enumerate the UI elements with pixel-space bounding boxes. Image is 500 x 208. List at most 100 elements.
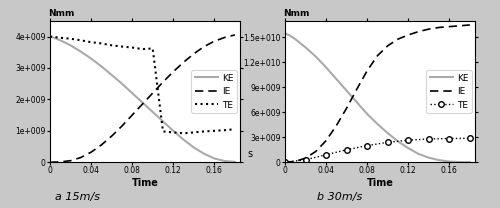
IE [140, 103, 145, 105]
Line: TE: TE [282, 135, 472, 165]
TE [108, 44, 114, 47]
Legend: KE, IE, TE: KE, IE, TE [426, 70, 472, 113]
IE [222, 36, 228, 39]
TE [302, 158, 308, 161]
IE [47, 161, 53, 163]
KE [292, 38, 298, 40]
TE [119, 45, 125, 48]
KE [302, 46, 308, 49]
KE [344, 89, 349, 92]
KE [323, 66, 329, 69]
IE [416, 30, 422, 33]
IE [232, 34, 238, 36]
IE [364, 69, 370, 72]
IE [302, 157, 308, 159]
IE [426, 28, 432, 30]
KE [170, 130, 176, 132]
KE [78, 50, 84, 53]
KE [58, 39, 64, 42]
TE [282, 161, 288, 163]
KE [395, 140, 401, 143]
KE [201, 152, 207, 155]
TE [201, 130, 207, 133]
TE [180, 132, 186, 135]
Line: TE: TE [50, 37, 235, 133]
Line: IE: IE [285, 25, 470, 162]
IE [344, 107, 349, 109]
TE [160, 130, 166, 133]
IE [170, 71, 176, 73]
KE [313, 55, 319, 58]
KE [191, 146, 197, 149]
IE [436, 26, 442, 29]
KE [232, 161, 238, 163]
IE [88, 151, 94, 154]
IE [150, 92, 156, 94]
IE [282, 161, 288, 163]
KE [287, 35, 293, 37]
TE [232, 128, 238, 130]
KE [282, 32, 288, 35]
IE [98, 144, 104, 146]
KE [52, 37, 58, 39]
IE [201, 45, 207, 48]
IE [313, 150, 319, 153]
IE [212, 40, 218, 42]
KE [384, 132, 390, 134]
IE [467, 24, 473, 26]
TE [364, 144, 370, 147]
TE [323, 154, 329, 156]
KE [108, 74, 114, 76]
KE [364, 113, 370, 115]
TE [170, 131, 176, 134]
KE [160, 120, 166, 123]
Text: Nmm: Nmm [48, 9, 74, 18]
TE [140, 48, 145, 50]
IE [108, 135, 114, 137]
KE [222, 160, 228, 162]
IE [160, 81, 166, 83]
IE [292, 160, 298, 163]
TE [212, 130, 218, 132]
TE [150, 47, 156, 50]
Text: a 15m/s: a 15m/s [55, 192, 100, 202]
IE [334, 124, 340, 127]
IE [395, 38, 401, 40]
Legend: KE, IE, TE: KE, IE, TE [192, 70, 238, 113]
KE [416, 153, 422, 155]
X-axis label: Time: Time [366, 178, 394, 188]
IE [68, 159, 73, 162]
IE [323, 139, 329, 142]
KE [405, 147, 411, 149]
KE [150, 111, 156, 113]
IE [456, 25, 462, 27]
IE [78, 156, 84, 159]
KE [119, 82, 125, 85]
IE [354, 88, 360, 90]
TE [68, 37, 73, 40]
IE [129, 114, 135, 116]
Text: b 30m/s: b 30m/s [318, 192, 362, 202]
TE [467, 137, 473, 140]
TE [58, 37, 64, 39]
Text: Nmm: Nmm [283, 9, 310, 18]
IE [191, 53, 197, 55]
Line: KE: KE [285, 33, 470, 162]
Text: s: s [248, 149, 252, 159]
TE [191, 131, 197, 134]
TE [78, 39, 84, 42]
KE [180, 138, 186, 141]
TE [384, 141, 390, 144]
KE [426, 156, 432, 159]
IE [180, 61, 186, 63]
IE [446, 25, 452, 28]
TE [222, 129, 228, 131]
KE [129, 92, 135, 94]
KE [212, 157, 218, 160]
KE [88, 57, 94, 60]
TE [426, 138, 432, 140]
KE [98, 65, 104, 68]
X-axis label: Time: Time [132, 178, 158, 188]
KE [47, 35, 53, 38]
IE [119, 125, 125, 127]
